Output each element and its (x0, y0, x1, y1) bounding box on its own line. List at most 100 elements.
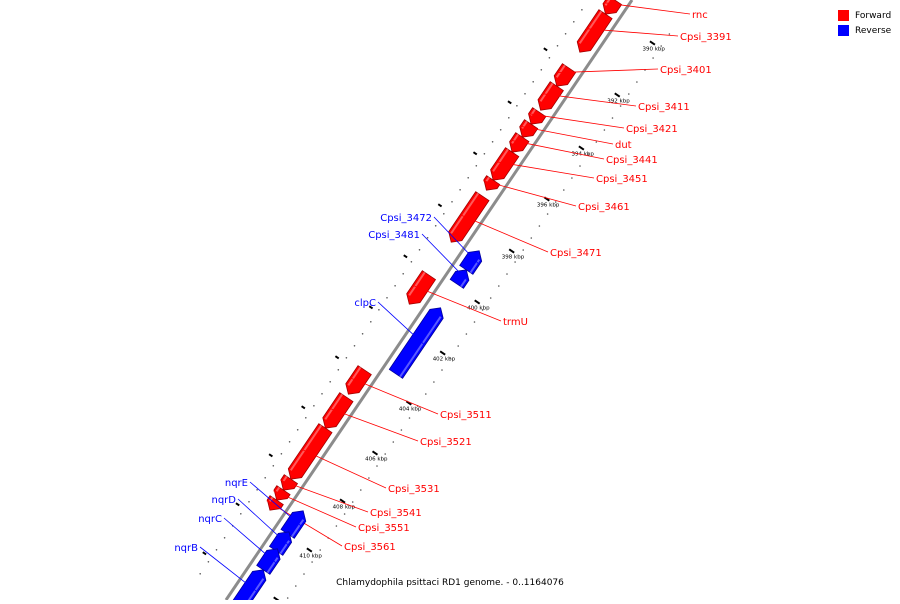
scale-dot (652, 57, 654, 59)
gene-nqrC[interactable]: nqrC (198, 514, 281, 575)
gene-label-Cpsi_3472: Cpsi_3472 (380, 213, 432, 224)
scale-dot (343, 513, 346, 515)
scale-tick (371, 450, 379, 456)
gene-arrow-Cpsi_3481 (449, 269, 470, 289)
gene-Cpsi_3401[interactable]: Cpsi_3401 (553, 63, 712, 87)
gene-Cpsi_3531[interactable]: Cpsi_3531 (287, 423, 440, 495)
gene-arrow-Cpsi_3391 (576, 9, 613, 53)
gene-arrow-Cpsi_3451 (490, 147, 520, 181)
scale-dot (361, 333, 364, 335)
gene-leader-Cpsi_3391 (585, 28, 679, 37)
gene-leader-nqrB (199, 546, 259, 593)
scale-dot (351, 501, 354, 503)
scale-dot (660, 45, 662, 47)
gene-highlight-Cpsi_3561 (268, 496, 274, 502)
scale-dot (296, 429, 299, 431)
gene-Cpsi_3561[interactable]: Cpsi_3561 (266, 495, 396, 553)
gene-leader-Cpsi_3551 (273, 490, 357, 528)
scale-dot (394, 285, 396, 287)
gene-dut[interactable]: dut (519, 119, 632, 151)
gene-nqrB[interactable]: nqrB (174, 543, 267, 604)
gene-arrow-Cpsi_3561 (266, 495, 284, 511)
genome-backbone (224, 0, 634, 601)
scale-dot (489, 297, 492, 299)
gene-arrow-Cpsi_3401 (553, 63, 577, 87)
scale-dot (335, 525, 338, 527)
gene-trmU[interactable]: trmU (406, 270, 528, 328)
gene-label-Cpsi_3511: Cpsi_3511 (440, 410, 492, 421)
scale-tick (439, 350, 446, 356)
gene-clpC[interactable]: clpC (354, 298, 444, 379)
scale-dot (280, 453, 283, 455)
legend-item-forward[interactable]: Forward (838, 8, 891, 23)
gene-Cpsi_3471[interactable]: Cpsi_3471 (448, 191, 602, 259)
gene-Cpsi_3481[interactable]: Cpsi_3481 (368, 230, 470, 289)
gene-label-rnc: rnc (692, 10, 708, 21)
gene-highlight-Cpsi_3472 (469, 259, 481, 274)
gene-label-nqrD: nqrD (212, 495, 237, 506)
gene-Cpsi_3472[interactable]: Cpsi_3472 (380, 213, 483, 275)
gene-Cpsi_3441[interactable]: Cpsi_3441 (509, 132, 658, 166)
scale-dot (491, 141, 494, 143)
gene-Cpsi_3411[interactable]: Cpsi_3411 (537, 81, 690, 113)
scale-dot (378, 309, 380, 311)
scale-tick (334, 355, 340, 360)
scale-dot (215, 549, 218, 551)
scale-dot (425, 393, 427, 395)
scale-dot (223, 537, 226, 539)
scale-tick (543, 47, 548, 52)
gene-Cpsi_3461[interactable]: Cpsi_3461 (483, 175, 630, 213)
scale-dot (619, 105, 622, 107)
scale-tick (405, 400, 412, 406)
gene-nqrE[interactable]: nqrE (225, 478, 307, 539)
gene-label-Cpsi_3391: Cpsi_3391 (680, 32, 732, 43)
scale-dot (370, 321, 372, 323)
scale-dot (400, 429, 403, 431)
gene-highlight-rnc (604, 0, 611, 6)
gene-Cpsi_3421[interactable]: Cpsi_3421 (528, 107, 678, 135)
scale-tick (578, 145, 585, 151)
gene-arrow-Cpsi_3521 (322, 392, 354, 429)
gene-arrow-Cpsi_3531 (287, 423, 333, 480)
gene-leader-Cpsi_3531 (301, 448, 387, 489)
gene-highlight-Cpsi_3531 (289, 424, 323, 471)
scale-tick (306, 547, 313, 553)
gene-leader-clpC (377, 301, 426, 346)
gene-Cpsi_3521[interactable]: Cpsi_3521 (322, 392, 472, 448)
gene-label-nqrC: nqrC (198, 514, 222, 525)
gene-arrow-trmU (406, 270, 437, 305)
scale-dot (451, 201, 453, 203)
gene-Cpsi_3541[interactable]: Cpsi_3541 (280, 474, 422, 519)
gene-highlight-nqrE (290, 519, 305, 538)
scale-dot (345, 357, 348, 359)
gene-Cpsi_3511[interactable]: Cpsi_3511 (345, 365, 492, 421)
scale-dot (329, 381, 332, 383)
gene-leader-rnc (603, 2, 691, 15)
gene-Cpsi_3451[interactable]: Cpsi_3451 (490, 147, 648, 185)
scale-tick (474, 299, 481, 305)
scale-dot (426, 237, 429, 239)
scale-dot (473, 321, 476, 323)
legend-item-reverse[interactable]: Reverse (838, 23, 891, 38)
scale-dot (368, 477, 370, 479)
scale-dot (410, 261, 413, 263)
scale-tick (472, 151, 478, 156)
gene-Cpsi_3391[interactable]: Cpsi_3391 (576, 9, 732, 53)
gene-arrow-Cpsi_3471 (448, 191, 490, 243)
scale-dot (459, 189, 461, 191)
gene-Cpsi_3551[interactable]: Cpsi_3551 (273, 485, 410, 534)
scale-tick (508, 248, 515, 254)
scale-dot (514, 261, 516, 263)
gene-leader-Cpsi_3461 (483, 180, 577, 207)
gene-rnc[interactable]: rnc (602, 0, 708, 21)
gene-leader-Cpsi_3481 (421, 233, 469, 282)
gene-leader-Cpsi_3441 (510, 139, 605, 160)
gene-arrow-clpC (388, 307, 444, 379)
scale-dot (392, 441, 395, 443)
gene-arrow-nqrB (231, 569, 267, 604)
scale-dot (248, 501, 250, 503)
scale-tick-label: 396 kbp (537, 203, 560, 209)
scale-tick (235, 502, 240, 507)
